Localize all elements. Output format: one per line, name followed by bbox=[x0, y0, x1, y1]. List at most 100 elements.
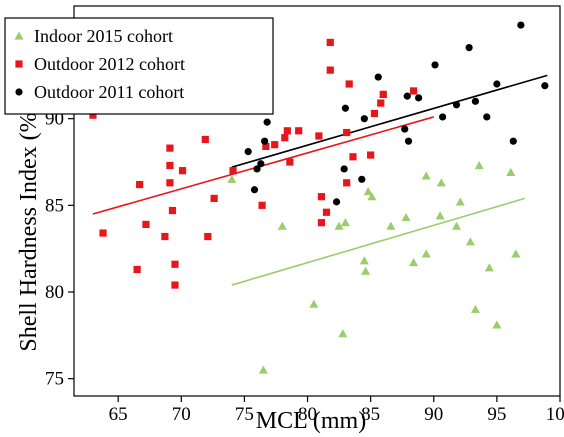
outdoor-2012-cohort-point bbox=[136, 180, 144, 189]
outdoor-2012-cohort-point bbox=[258, 201, 266, 209]
outdoor-2011-cohort-point bbox=[244, 148, 252, 156]
outdoor-2012-cohort-point bbox=[286, 158, 294, 166]
outdoor-2012-cohort-legend-label: Outdoor 2012 cohort bbox=[34, 54, 185, 74]
outdoor-2012-cohort-point bbox=[317, 193, 326, 201]
outdoor-2012-cohort-point bbox=[379, 90, 387, 98]
indoor-2015-cohort-trend-line bbox=[231, 197, 525, 286]
data-points bbox=[89, 21, 549, 374]
outdoor-2011-cohort-point bbox=[493, 80, 501, 88]
outdoor-2012-cohort-points bbox=[89, 38, 418, 289]
indoor-2015-cohort-point bbox=[334, 221, 344, 230]
outdoor-2012-cohort-point bbox=[161, 232, 169, 241]
outdoor-2012-cohort-point bbox=[166, 161, 174, 170]
legend: Indoor 2015 cohort Outdoor 2012 cohort Out… bbox=[4, 17, 274, 115]
outdoor-2011-cohort-point bbox=[250, 186, 259, 194]
outdoor-2012-cohort-point bbox=[283, 127, 291, 135]
outdoor-2012-cohort-point bbox=[367, 151, 375, 159]
outdoor-2012-cohort-point bbox=[171, 260, 179, 268]
outdoor-2011-cohort-point bbox=[483, 113, 491, 121]
outdoor-2012-cohort-point bbox=[201, 135, 209, 144]
outdoor-2011-cohort-point bbox=[517, 21, 525, 29]
outdoor-2011-cohort-legend-label: Outdoor 2011 cohort bbox=[34, 82, 184, 102]
outdoor-2011-cohort-legend-marker bbox=[15, 88, 23, 96]
x-tick-label: 70 bbox=[172, 404, 191, 425]
outdoor-2012-cohort-point bbox=[322, 208, 331, 216]
outdoor-2012-cohort-point bbox=[326, 66, 334, 74]
outdoor-2011-cohort-point bbox=[541, 82, 549, 90]
outdoor-2011-cohort-point bbox=[341, 104, 350, 112]
outdoor-2012-cohort-point bbox=[370, 109, 379, 118]
outdoor-2011-cohort-point bbox=[261, 137, 269, 145]
x-tick-label: 100 bbox=[546, 404, 564, 425]
legend-box bbox=[4, 17, 274, 115]
y-tick-label: 80 bbox=[45, 282, 64, 303]
outdoor-2011-cohort-point bbox=[471, 97, 480, 105]
x-tick-label: 95 bbox=[487, 404, 506, 425]
outdoor-2012-cohort-point bbox=[349, 153, 357, 161]
outdoor-2011-cohort-point bbox=[374, 73, 382, 81]
indoor-2015-cohort-points bbox=[227, 89, 521, 374]
outdoor-2011-cohort-point bbox=[415, 94, 423, 102]
indoor-2015-cohort-point bbox=[363, 186, 373, 196]
outdoor-2011-cohort-point bbox=[253, 165, 261, 173]
outdoor-2011-cohort-point bbox=[403, 92, 411, 100]
outdoor-2012-cohort-point bbox=[168, 206, 177, 215]
indoor-2015-cohort-legend-marker bbox=[14, 31, 24, 40]
outdoor-2011-cohort-point bbox=[332, 198, 341, 206]
outdoor-2011-cohort-points bbox=[244, 21, 549, 206]
outdoor-2012-cohort-point bbox=[343, 179, 351, 187]
outdoor-2011-cohort-point bbox=[401, 125, 409, 133]
outdoor-2012-cohort-point bbox=[210, 194, 218, 202]
outdoor-2012-cohort-point bbox=[345, 80, 353, 88]
indoor-2015-cohort-point bbox=[436, 178, 446, 187]
indoor-2015-cohort-point bbox=[455, 197, 465, 206]
outdoor-2011-cohort-point bbox=[358, 175, 366, 183]
indoor-2015-cohort-point bbox=[451, 221, 461, 230]
indoor-2015-cohort-point bbox=[309, 299, 319, 308]
indoor-2015-cohort-point bbox=[361, 266, 371, 275]
indoor-2015-cohort-point bbox=[409, 258, 419, 267]
outdoor-2012-cohort-point bbox=[166, 144, 174, 152]
indoor-2015-cohort-point bbox=[340, 218, 350, 227]
indoor-2015-cohort-point bbox=[227, 174, 237, 183]
indoor-2015-cohort-point bbox=[421, 249, 431, 258]
outdoor-2012-cohort-point bbox=[315, 132, 323, 140]
outdoor-2012-cohort-point bbox=[326, 38, 334, 46]
plot-frame bbox=[73, 5, 561, 397]
outdoor-2011-cohort-point bbox=[509, 137, 517, 145]
outdoor-2012-cohort-point bbox=[166, 179, 174, 187]
x-tick-label: 80 bbox=[298, 404, 317, 425]
outdoor-2011-cohort-point bbox=[439, 113, 447, 121]
axis-ticks: 657075808590951007580859095 bbox=[45, 22, 564, 425]
outdoor-2012-cohort-point bbox=[133, 265, 141, 274]
outdoor-2012-cohort-point bbox=[229, 167, 237, 175]
x-tick-label: 75 bbox=[235, 404, 254, 425]
outdoor-2012-cohort-point bbox=[271, 141, 279, 149]
indoor-2015-cohort-point bbox=[367, 192, 377, 201]
outdoor-2012-cohort-point bbox=[99, 229, 107, 237]
y-axis-title-group: Shell Hardness Index (%) bbox=[16, 104, 42, 351]
indoor-2015-cohort-point bbox=[506, 167, 516, 176]
indoor-2015-cohort-legend-label: Indoor 2015 cohort bbox=[34, 26, 173, 46]
indoor-2015-cohort-point bbox=[435, 211, 445, 220]
x-tick-label: 85 bbox=[361, 404, 380, 425]
outdoor-2012-cohort-point bbox=[204, 232, 212, 241]
indoor-2015-cohort-point bbox=[338, 329, 348, 338]
indoor-2015-cohort-point bbox=[465, 237, 475, 246]
y-tick-label: 85 bbox=[45, 195, 64, 216]
outdoor-2012-cohort-point bbox=[89, 111, 97, 119]
indoor-2015-cohort-point bbox=[386, 221, 396, 230]
indoor-2015-cohort-point bbox=[511, 249, 521, 258]
y-axis-title: Shell Hardness Index (%) bbox=[16, 104, 42, 351]
indoor-2015-cohort-point bbox=[421, 171, 431, 180]
outdoor-2012-cohort-point bbox=[142, 220, 150, 228]
outdoor-2012-cohort-point bbox=[377, 99, 385, 107]
outdoor-2011-cohort-point bbox=[404, 137, 413, 145]
indoor-2015-cohort-point bbox=[401, 212, 411, 222]
indoor-2015-cohort-point bbox=[359, 256, 369, 265]
outdoor-2011-cohort-point bbox=[360, 115, 368, 123]
x-axis-title: MCL (mm) bbox=[256, 408, 366, 434]
y-tick-label: 75 bbox=[45, 369, 64, 390]
indoor-2015-cohort-point bbox=[258, 365, 268, 374]
